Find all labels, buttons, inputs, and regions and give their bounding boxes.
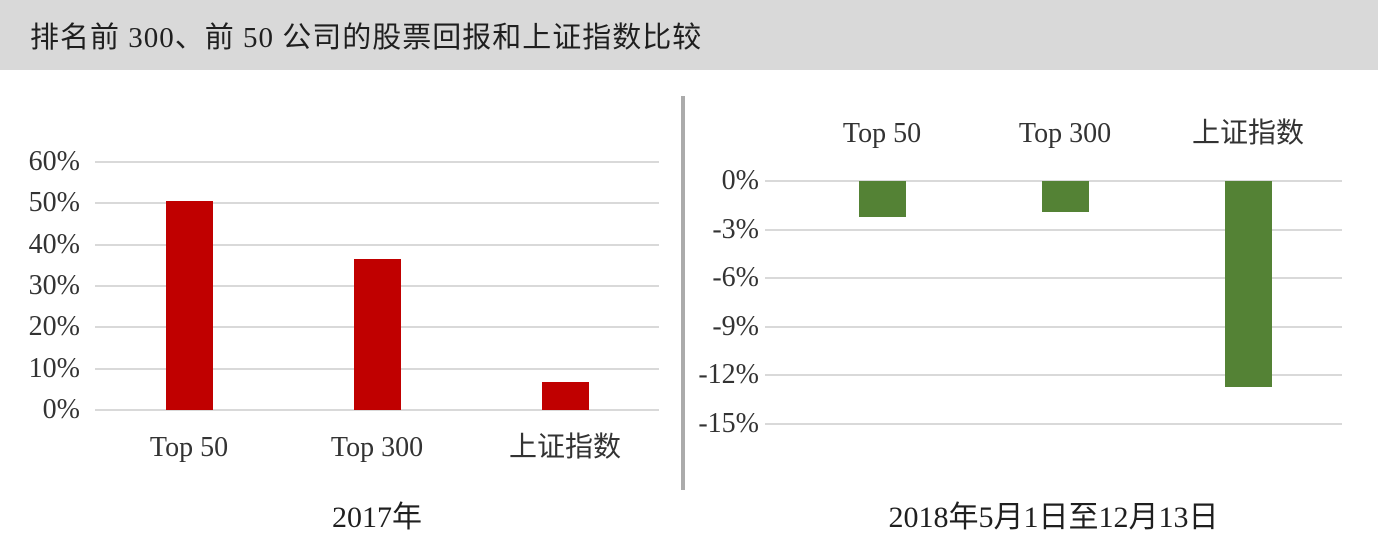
bar <box>859 181 906 217</box>
bar <box>166 201 213 410</box>
figure-title-bar: 排名前 300、前 50 公司的股票回报和上证指数比较 <box>0 0 1378 70</box>
x-axis-title-2018: 2018年5月1日至12月13日 <box>888 501 1219 534</box>
x-axis-title-2017: 2017年 <box>332 501 422 534</box>
bar <box>1225 181 1272 387</box>
gridline <box>765 229 1342 231</box>
category-label: Top 300 <box>330 432 424 463</box>
gridline <box>95 202 659 204</box>
y-tick-label: 0% <box>721 165 759 196</box>
chart-2017: 2017年 60% 50% 40% 30% 20% 10% 0% Top 50 Top 300 上… <box>0 72 683 534</box>
y-tick-label: -15% <box>698 408 759 439</box>
category-label: 上证指数 <box>508 432 621 463</box>
bar <box>1042 181 1089 212</box>
y-tick-label: 50% <box>28 187 80 218</box>
y-tick-label: -12% <box>698 359 759 390</box>
gridline <box>95 161 659 163</box>
gridline <box>95 244 659 246</box>
y-tick-label: 40% <box>28 229 80 260</box>
y-tick-label: 60% <box>28 146 80 177</box>
gridline <box>95 409 659 411</box>
figure-title: 排名前 300、前 50 公司的股票回报和上证指数比较 <box>30 22 703 54</box>
bar <box>542 382 589 410</box>
chart-2018: 2018年5月1日至12月13日 0% -3% -6% -9% -12% -15% Top … <box>687 72 1378 534</box>
category-label: 上证指数 <box>1191 118 1304 149</box>
category-label: Top 50 <box>149 432 229 463</box>
category-label: Top 300 <box>1018 118 1112 149</box>
category-label: Top 50 <box>842 118 922 149</box>
y-tick-label: 0% <box>42 394 80 425</box>
y-tick-label: 20% <box>28 311 80 342</box>
bar <box>354 259 401 410</box>
y-tick-label: -3% <box>712 214 759 245</box>
gridline <box>765 423 1342 425</box>
y-tick-label: -9% <box>712 311 759 342</box>
gridline <box>765 374 1342 376</box>
y-tick-label: 10% <box>28 353 80 384</box>
gridline <box>765 326 1342 328</box>
y-tick-label: 30% <box>28 270 80 301</box>
gridline <box>765 277 1342 279</box>
charts-divider <box>681 96 685 490</box>
y-tick-label: -6% <box>712 262 759 293</box>
